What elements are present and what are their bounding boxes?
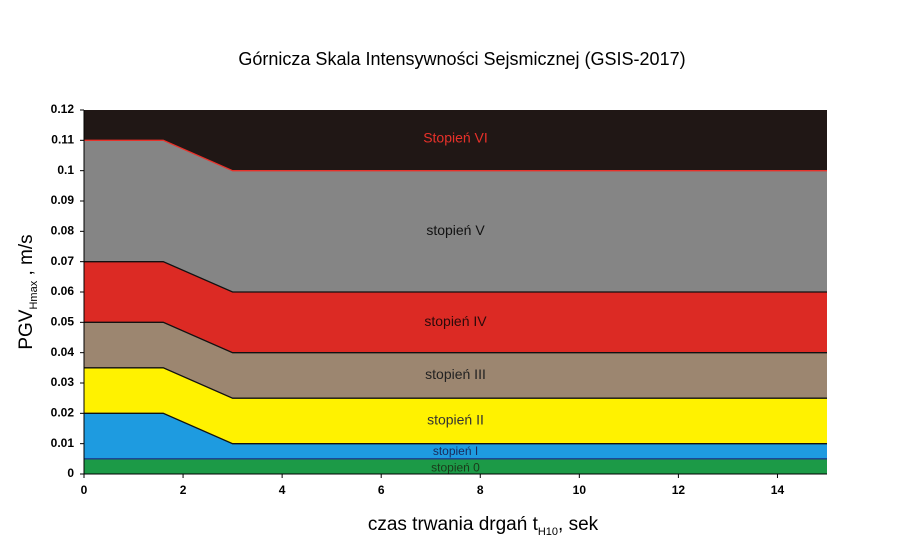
x-tick-label: 14 bbox=[771, 483, 785, 497]
band-boundary-3 bbox=[84, 321, 827, 354]
y-tick-label: 0.06 bbox=[51, 284, 75, 298]
band-label-2: stopień II bbox=[427, 412, 484, 428]
y-tick-label: 0.09 bbox=[51, 193, 75, 207]
y-axis-label: PGVHmax , m/s bbox=[16, 234, 40, 349]
x-tick-label: 8 bbox=[477, 483, 484, 497]
x-axis-label: czas trwania drgań tH10, sek bbox=[368, 514, 599, 538]
y-tick-label: 0.11 bbox=[51, 133, 74, 147]
band-boundary-2 bbox=[84, 367, 827, 399]
boundaries-layer bbox=[84, 139, 827, 460]
band-area-6 bbox=[84, 110, 827, 171]
band-area-0 bbox=[84, 458, 827, 474]
y-tick-label: 0.07 bbox=[51, 254, 75, 268]
x-axis-label-main: czas trwania drgań t bbox=[368, 514, 539, 535]
x-tick-label: 12 bbox=[672, 483, 686, 497]
y-axis-label-sub: Hmax bbox=[28, 280, 40, 309]
chart-title: Górnicza Skala Intensywności Sejsmicznej… bbox=[238, 49, 685, 69]
x-axis-label-sub: H10 bbox=[538, 526, 558, 538]
x-axis-label-suffix: , sek bbox=[558, 514, 599, 535]
y-axis-label-suffix: , m/s bbox=[16, 234, 37, 280]
band-label-4: stopień IV bbox=[424, 313, 487, 329]
x-ticks-layer: 0 2 4 6 8 10 12 14 bbox=[81, 474, 785, 497]
y-tick-label: 0.02 bbox=[51, 406, 75, 420]
x-tick-label: 0 bbox=[81, 483, 88, 497]
band-boundary-5 bbox=[84, 139, 827, 172]
y-tick-label: 0.12 bbox=[51, 102, 75, 116]
band-label-1: stopień I bbox=[433, 444, 478, 458]
x-tick-label: 6 bbox=[378, 483, 385, 497]
y-axis-label-main: PGV bbox=[16, 309, 37, 349]
band-boundary-4 bbox=[84, 261, 827, 293]
band-label-6: Stopień VI bbox=[423, 130, 488, 146]
x-tick-label: 4 bbox=[279, 483, 286, 497]
y-tick-label: 0.01 bbox=[51, 436, 75, 450]
bands-layer bbox=[84, 110, 827, 474]
x-tick-label: 10 bbox=[573, 483, 587, 497]
y-tick-label: 0 bbox=[67, 466, 74, 480]
band-boundary-1 bbox=[84, 412, 827, 445]
band-label-0: stopień 0 bbox=[431, 461, 480, 475]
band-labels-layer: stopień 0 stopień I stopień II stopień III s… bbox=[423, 130, 488, 475]
y-tick-label: 0.1 bbox=[57, 163, 74, 177]
y-tick-label: 0.03 bbox=[51, 375, 75, 389]
band-area-5 bbox=[84, 140, 827, 292]
band-label-5: stopień V bbox=[426, 222, 485, 238]
band-label-3: stopień III bbox=[425, 366, 486, 382]
y-tick-label: 0.05 bbox=[51, 315, 75, 329]
y-tick-label: 0.04 bbox=[51, 345, 75, 359]
band-area-3 bbox=[84, 322, 827, 399]
band-area-4 bbox=[84, 261, 827, 353]
y-tick-label: 0.08 bbox=[51, 224, 75, 238]
x-tick-label: 2 bbox=[180, 483, 187, 497]
band-area-2 bbox=[84, 367, 827, 444]
band-area-1 bbox=[84, 413, 827, 459]
y-ticks-layer: 0 0.01 0.02 0.03 0.04 0.05 0.06 0.07 0.08 0.09 0.1… bbox=[51, 102, 84, 480]
